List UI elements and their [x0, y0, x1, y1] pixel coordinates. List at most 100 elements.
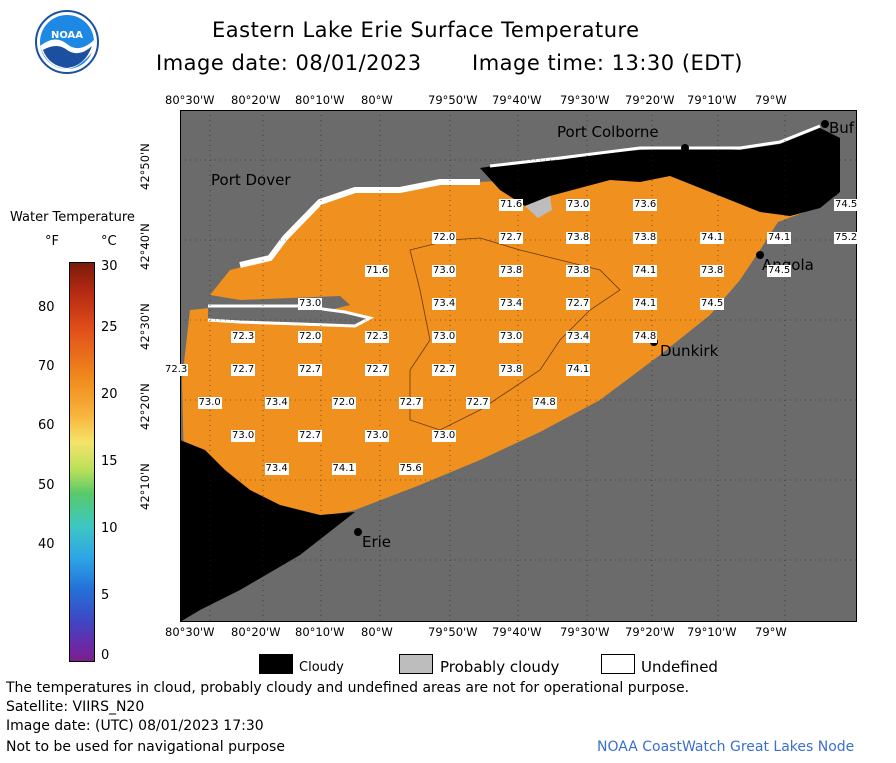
key-cloudy-label: Cloudy — [299, 660, 344, 675]
temperature-label: 75.2 — [834, 232, 859, 244]
temperature-label: 73.0 — [298, 298, 323, 310]
image-time: Image time: 13:30 (EDT) — [472, 51, 743, 75]
legend-unit-c: °C — [101, 234, 117, 249]
legend-c-tick: 25 — [101, 320, 118, 335]
credit: NOAA CoastWatch Great Lakes Node — [597, 739, 855, 755]
latitude-label: 42°20'N — [138, 383, 152, 430]
temperature-label: 73.8 — [566, 265, 591, 277]
temperature-label: 72.3 — [164, 364, 189, 376]
key-undefined-label: Undefined — [641, 658, 718, 676]
north-cloud — [480, 128, 840, 216]
legend-f-tick: 50 — [38, 478, 55, 493]
legend-f-tick: 80 — [38, 300, 55, 315]
legend-unit-f: °F — [45, 234, 59, 249]
temperature-label: 73.0 — [231, 430, 256, 442]
erie-marker — [354, 528, 362, 536]
temperature-label: 72.3 — [365, 331, 390, 343]
temperature-label: 72.7 — [566, 298, 591, 310]
legend-f-tick: 40 — [38, 537, 55, 552]
temperature-label: 73.8 — [633, 232, 658, 244]
temperature-label: 73.4 — [566, 331, 591, 343]
temperature-label: 73.4 — [432, 298, 457, 310]
key-cloudy-swatch — [259, 654, 293, 674]
northeast-cloud — [770, 130, 837, 212]
legend-c-tick: 20 — [101, 387, 118, 402]
temperature-label: 73.8 — [499, 265, 524, 277]
temperature-label: 72.7 — [298, 430, 323, 442]
longitude-label: 79°20'W — [625, 93, 675, 107]
temperature-label: 74.8 — [633, 331, 658, 343]
temperature-label: 73.0 — [197, 397, 222, 409]
utc-date: Image date: (UTC) 08/01/2023 17:30 — [6, 718, 264, 734]
temperature-label: 73.0 — [566, 199, 591, 211]
temperature-label: 73.0 — [432, 430, 457, 442]
temperature-label: 72.0 — [298, 331, 323, 343]
key-probably-cloudy-label: Probably cloudy — [440, 658, 560, 676]
latitude-label: 42°10'N — [138, 463, 152, 510]
longitude-label: 79°10'W — [687, 625, 737, 639]
temperature-label: 72.7 — [465, 397, 490, 409]
temperature-label: 73.6 — [633, 199, 658, 211]
angola-marker — [756, 251, 764, 259]
longitude-label: 80°10'W — [295, 93, 345, 107]
temperature-label: 74.1 — [633, 298, 658, 310]
port-colborne-marker — [681, 144, 689, 152]
temperature-label: 72.7 — [499, 232, 524, 244]
longitude-label: 79°30'W — [560, 625, 610, 639]
longitude-label: 79°W — [755, 93, 787, 107]
temperature-label: 72.0 — [331, 397, 356, 409]
temperature-label: 73.8 — [566, 232, 591, 244]
longitude-label: 80°W — [361, 625, 393, 639]
noaa-logo-icon: NOAA — [35, 10, 99, 74]
buffalo-marker — [821, 120, 829, 128]
longitude-label: 80°20'W — [231, 93, 281, 107]
temperature-label: 72.3 — [231, 331, 256, 343]
temperature-label: 73.4 — [264, 397, 289, 409]
legend-c-tick: 5 — [101, 588, 110, 603]
longitude-label: 79°40'W — [492, 625, 542, 639]
temperature-label: 74.5 — [767, 265, 792, 277]
legend-c-tick: 15 — [101, 454, 118, 469]
temperature-label: 72.0 — [432, 232, 457, 244]
temperature-label: 74.1 — [700, 232, 725, 244]
temperature-label: 72.7 — [365, 364, 390, 376]
latitude-label: 42°40'N — [138, 223, 152, 270]
longitude-label: 80°10'W — [295, 625, 345, 639]
cloud-edge-white — [489, 124, 821, 168]
temperature-label: 74.5 — [700, 298, 725, 310]
key-probably-cloudy-swatch — [399, 654, 433, 674]
temperature-label: 73.0 — [432, 331, 457, 343]
noaa-logo-text: NOAA — [51, 30, 83, 41]
temperature-label: 73.8 — [499, 364, 524, 376]
temperature-label: 73.0 — [365, 430, 390, 442]
temperature-label: 71.6 — [365, 265, 390, 277]
temperature-label: 72.7 — [231, 364, 256, 376]
temperature-label: 74.1 — [566, 364, 591, 376]
longitude-label: 79°40'W — [492, 93, 542, 107]
temperature-label: 74.1 — [633, 265, 658, 277]
longitude-label: 79°50'W — [428, 93, 478, 107]
label-dunkirk: Dunkirk — [660, 342, 719, 360]
longitude-label: 79°30'W — [560, 93, 610, 107]
temperature-label: 72.7 — [432, 364, 457, 376]
lake-water — [182, 168, 832, 522]
temperature-label: 75.6 — [398, 463, 423, 475]
label-erie: Erie — [362, 533, 392, 551]
latitude-label: 42°50'N — [138, 143, 152, 190]
longitude-label: 79°W — [755, 625, 787, 639]
temperature-label: 73.4 — [499, 298, 524, 310]
north-shore-undefined — [239, 179, 480, 268]
temperature-label: 71.6 — [499, 199, 524, 211]
label-buffalo: Buf — [829, 119, 855, 137]
navigation-warning: Not to be used for navigational purpose — [6, 739, 285, 755]
legend-c-tick: 10 — [101, 521, 118, 536]
temperature-label: 73.8 — [700, 265, 725, 277]
label-port-dover: Port Dover — [211, 171, 291, 189]
legend-c-tick: 0 — [101, 648, 110, 663]
legend-title: Water Temperature — [10, 210, 135, 225]
longitude-label: 80°30'W — [165, 93, 215, 107]
depth-contour — [409, 237, 621, 431]
temperature-label: 74.1 — [331, 463, 356, 475]
latitude-label: 42°30'N — [138, 303, 152, 350]
longitude-label: 80°20'W — [231, 625, 281, 639]
